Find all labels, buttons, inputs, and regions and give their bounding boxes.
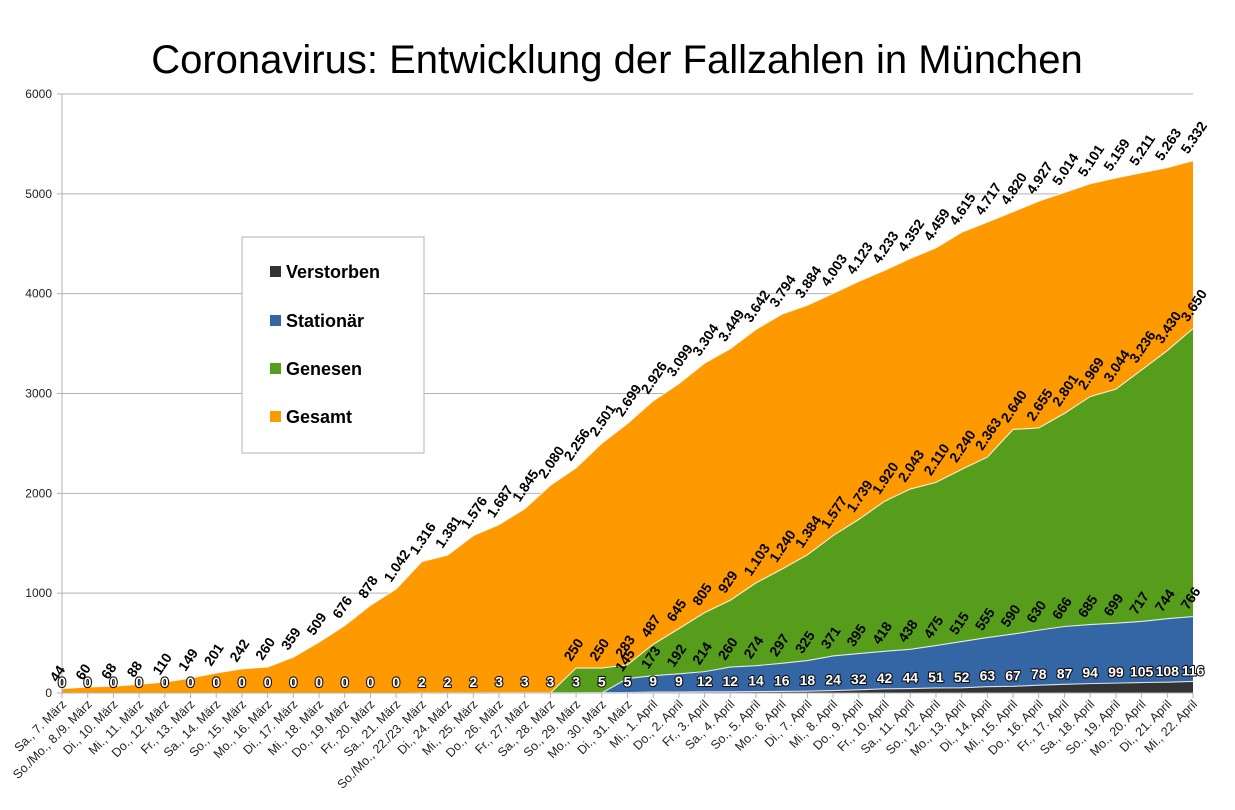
data-label-verstorben: 0 [187, 674, 195, 690]
legend-label-genesen: Genesen [286, 359, 362, 379]
data-label-verstorben: 2 [444, 674, 452, 690]
data-label-verstorben: 0 [341, 674, 349, 690]
data-label-verstorben: 94 [1082, 665, 1098, 681]
data-label-verstorben: 14 [748, 673, 764, 689]
data-label-verstorben: 0 [315, 674, 323, 690]
data-label-verstorben: 16 [774, 672, 790, 688]
data-label-verstorben: 9 [649, 673, 657, 689]
data-label-verstorben: 5 [598, 674, 606, 690]
y-tick-label: 0 [45, 686, 52, 700]
y-tick-label: 1000 [25, 586, 52, 600]
legend: Verstorben Stationär Genesen Gesamt [241, 236, 425, 454]
data-label-verstorben: 0 [161, 674, 169, 690]
data-label-verstorben: 0 [135, 674, 143, 690]
data-label-verstorben: 12 [697, 673, 713, 689]
data-label-verstorben: 78 [1031, 666, 1047, 682]
area-stationaer [601, 616, 1193, 693]
legend-swatch-verstorben [270, 266, 281, 277]
data-label-verstorben: 0 [58, 674, 66, 690]
data-label-verstorben: 87 [1057, 665, 1073, 681]
legend-item-gesamt: Gesamt [270, 407, 352, 427]
data-label-verstorben: 0 [238, 674, 246, 690]
data-label-verstorben: 99 [1108, 664, 1124, 680]
data-label-verstorben: 116 [1182, 662, 1205, 678]
data-label-verstorben: 105 [1130, 664, 1154, 680]
data-label-verstorben: 63 [980, 668, 996, 684]
data-label-verstorben: 42 [877, 670, 893, 686]
data-label-verstorben: 12 [723, 673, 739, 689]
data-label-verstorben: 24 [825, 672, 841, 688]
data-label-verstorben: 0 [212, 674, 220, 690]
legend-label-verstorben: Verstorben [286, 262, 380, 282]
data-label-verstorben: 18 [800, 672, 816, 688]
chart-title: Coronavirus: Entwicklung der Fallzahlen … [151, 38, 1083, 82]
data-label-verstorben: 32 [851, 671, 867, 687]
data-label-verstorben: 3 [495, 674, 503, 690]
data-label-verstorben: 0 [110, 674, 118, 690]
area-layer [61, 160, 1194, 694]
data-label-verstorben: 52 [954, 669, 970, 685]
data-label-verstorben: 5 [624, 674, 632, 690]
legend-item-stationaer: Stationär [270, 311, 364, 331]
area-edge-stationaer [601, 615, 1194, 694]
data-label-gesamt: 60 [72, 661, 94, 683]
legend-label-gesamt: Gesamt [286, 407, 352, 427]
data-label-verstorben: 0 [392, 674, 400, 690]
area-edge-gesamt [61, 160, 1194, 690]
data-label-verstorben: 3 [546, 674, 554, 690]
data-label-verstorben: 9 [675, 673, 683, 689]
data-label-verstorben: 108 [1156, 663, 1180, 679]
legend-item-genesen: Genesen [270, 359, 362, 379]
area-edge-genesen [550, 328, 1194, 694]
legend-item-verstorben: Verstorben [270, 262, 380, 282]
data-label-verstorben: 0 [289, 674, 297, 690]
y-tick-label: 5000 [25, 187, 52, 201]
data-label-verstorben: 44 [902, 670, 918, 686]
data-label-verstorben: 0 [367, 674, 375, 690]
y-tick-label: 3000 [25, 387, 52, 401]
data-label-verstorben: 51 [928, 669, 944, 685]
y-tick-label: 4000 [25, 287, 52, 301]
data-label-gesamt: 44 [46, 662, 68, 684]
legend-swatch-stationaer [270, 315, 281, 326]
data-label-verstorben: 2 [418, 674, 426, 690]
legend-label-stationaer: Stationär [286, 311, 364, 331]
data-label-verstorben: 0 [264, 674, 272, 690]
data-label-gesamt: 68 [98, 660, 120, 682]
y-tick-label: 2000 [25, 486, 52, 500]
data-label-verstorben: 2 [469, 674, 477, 690]
legend-swatch-gesamt [270, 411, 281, 422]
data-label-verstorben: 3 [572, 674, 580, 690]
legend-swatch-genesen [270, 363, 281, 374]
data-label-gesamt: 88 [123, 658, 145, 680]
data-label-verstorben: 67 [1005, 667, 1021, 683]
data-label-verstorben: 0 [84, 674, 92, 690]
area-verstorben [62, 681, 1193, 693]
y-tick-label: 6000 [25, 87, 52, 101]
data-label-verstorben: 3 [521, 674, 529, 690]
